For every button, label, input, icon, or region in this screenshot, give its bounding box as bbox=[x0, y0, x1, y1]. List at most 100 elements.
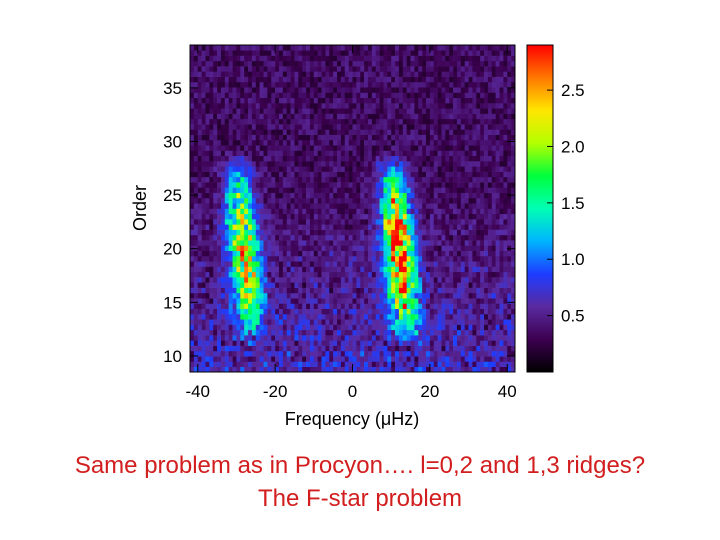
heatmap-cell bbox=[313, 197, 318, 204]
heatmap-cell bbox=[294, 124, 299, 130]
heatmap-cell bbox=[190, 345, 195, 352]
heatmap-cell bbox=[503, 255, 508, 262]
heatmap-cell bbox=[406, 187, 411, 193]
heatmap-cell bbox=[290, 139, 295, 146]
heatmap-cell bbox=[453, 213, 458, 220]
heatmap-cell bbox=[426, 145, 431, 151]
heatmap-cell bbox=[290, 150, 295, 157]
heatmap-cell bbox=[437, 250, 442, 257]
heatmap-cell bbox=[391, 277, 396, 283]
heatmap-cell bbox=[495, 171, 500, 178]
heatmap-cell bbox=[460, 340, 465, 346]
heatmap-cell bbox=[213, 76, 218, 83]
heatmap-cell bbox=[213, 87, 218, 93]
heatmap-cell bbox=[395, 356, 400, 362]
heatmap-cell bbox=[313, 319, 318, 325]
heatmap-cell bbox=[302, 240, 307, 246]
heatmap-cell bbox=[290, 266, 295, 273]
heatmap-cell bbox=[193, 176, 199, 183]
heatmap-cell bbox=[437, 103, 442, 109]
heatmap-cell bbox=[484, 155, 489, 162]
heatmap-cell bbox=[367, 324, 373, 331]
heatmap-cell bbox=[426, 171, 431, 178]
heatmap-cell bbox=[263, 282, 268, 288]
heatmap-cell bbox=[340, 245, 346, 251]
heatmap-cell bbox=[313, 335, 318, 341]
heatmap-cell bbox=[278, 81, 284, 88]
heatmap-cell bbox=[511, 356, 516, 362]
heatmap-cell bbox=[282, 66, 288, 72]
heatmap-cell bbox=[271, 97, 276, 104]
heatmap-cell bbox=[340, 287, 346, 294]
heatmap-cell bbox=[375, 350, 380, 357]
heatmap-cell bbox=[360, 108, 365, 114]
heatmap-cell bbox=[433, 161, 438, 167]
heatmap-cell bbox=[495, 208, 500, 215]
heatmap-cell bbox=[429, 308, 435, 315]
heatmap-cell bbox=[263, 166, 268, 172]
heatmap-cell bbox=[371, 234, 377, 241]
heatmap-cell bbox=[507, 329, 512, 336]
heatmap-cell bbox=[391, 345, 396, 352]
heatmap-cell bbox=[375, 155, 380, 162]
heatmap-cell bbox=[294, 176, 299, 183]
heatmap-cell bbox=[507, 350, 512, 357]
heatmap-cell bbox=[317, 287, 322, 294]
heatmap-cell bbox=[275, 329, 280, 336]
heatmap-cell bbox=[453, 76, 458, 83]
heatmap-cell bbox=[228, 118, 233, 125]
heatmap-cell bbox=[456, 87, 462, 93]
heatmap-cell bbox=[511, 108, 516, 114]
heatmap-cell bbox=[325, 340, 330, 346]
heatmap-cell bbox=[220, 292, 226, 299]
heatmap-cell bbox=[278, 145, 284, 151]
heatmap-cell bbox=[275, 134, 280, 141]
heatmap-cell bbox=[209, 103, 214, 109]
heatmap-cell bbox=[480, 313, 485, 320]
heatmap-cell bbox=[422, 203, 427, 209]
heatmap-cell bbox=[248, 277, 253, 283]
heatmap-cell bbox=[282, 129, 288, 135]
heatmap-cell bbox=[356, 197, 361, 204]
heatmap-cell bbox=[240, 87, 245, 93]
heatmap-cell bbox=[464, 166, 469, 172]
heatmap-cell bbox=[294, 97, 299, 104]
heatmap-cell bbox=[387, 176, 392, 183]
heatmap-cell bbox=[383, 234, 388, 241]
heatmap-cell bbox=[426, 60, 431, 67]
heatmap-cell bbox=[352, 150, 357, 157]
heatmap-cell bbox=[286, 213, 291, 220]
heatmap-cell bbox=[298, 150, 303, 157]
heatmap-cell bbox=[193, 282, 199, 288]
heatmap-cell bbox=[282, 208, 288, 215]
heatmap-cell bbox=[263, 292, 268, 299]
heatmap-cell bbox=[217, 203, 222, 209]
heatmap-cell bbox=[263, 245, 268, 251]
heatmap-cell bbox=[248, 92, 253, 99]
heatmap-cell bbox=[383, 139, 388, 146]
heatmap-cell bbox=[445, 271, 450, 278]
heatmap-cell bbox=[445, 187, 450, 193]
heatmap-cell bbox=[472, 277, 477, 283]
heatmap-cell bbox=[480, 287, 485, 294]
heatmap-cell bbox=[217, 292, 222, 299]
heatmap-cell bbox=[375, 245, 380, 251]
heatmap-cell bbox=[487, 192, 493, 199]
heatmap-cell bbox=[309, 203, 315, 209]
heatmap-cell bbox=[356, 108, 361, 114]
heatmap-cell bbox=[356, 176, 361, 183]
heatmap-cell bbox=[282, 197, 288, 204]
heatmap-cell bbox=[263, 103, 268, 109]
heatmap-cell bbox=[360, 229, 365, 236]
heatmap-cell bbox=[321, 150, 326, 157]
heatmap-cell bbox=[507, 134, 512, 141]
heatmap-cell bbox=[364, 192, 369, 199]
heatmap-cell bbox=[193, 81, 199, 88]
heatmap-cell bbox=[205, 87, 210, 93]
heatmap-cell bbox=[511, 203, 516, 209]
heatmap-cell bbox=[240, 192, 245, 199]
heatmap-cell bbox=[491, 124, 496, 130]
heatmap-cell bbox=[395, 124, 400, 130]
heatmap-cell bbox=[487, 81, 493, 88]
heatmap-cell bbox=[340, 155, 346, 162]
